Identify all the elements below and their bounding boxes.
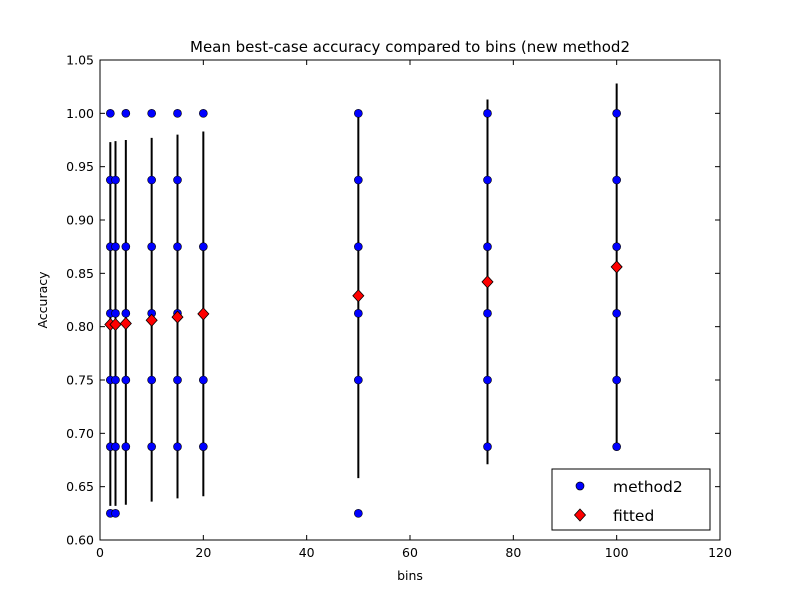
data-point-fitted — [145, 313, 158, 327]
data-point-fitted — [197, 307, 210, 321]
data-point-method2 — [111, 242, 120, 251]
data-point-method2 — [199, 442, 208, 451]
legend-method2-marker — [575, 481, 585, 491]
data-point-method2 — [121, 242, 131, 251]
data-point-method2 — [111, 175, 120, 185]
data-point-method2 — [199, 242, 208, 251]
data-point-fitted — [352, 289, 365, 303]
data-point-method2 — [612, 375, 621, 385]
x-tick-label: 40 — [299, 545, 315, 560]
x-tick-label: 60 — [402, 545, 418, 560]
data-point-method2 — [147, 442, 156, 451]
legend-box — [551, 468, 711, 531]
data-point-method2 — [483, 375, 492, 385]
data-point-method2 — [173, 109, 182, 118]
data-point-method2 — [121, 109, 131, 118]
x-tick-label: 120 — [708, 545, 732, 560]
data-point-method2 — [121, 442, 131, 451]
data-point-method2 — [199, 375, 208, 385]
data-point-method2 — [354, 175, 363, 185]
y-tick-label: 0.60 — [66, 533, 94, 548]
data-point-method2 — [612, 442, 621, 451]
data-point-method2 — [111, 442, 120, 451]
x-tick-label: 80 — [505, 545, 521, 560]
chart-title: Mean best-case accuracy compared to bins… — [190, 38, 630, 56]
x-tick-label: 0 — [96, 545, 104, 560]
y-tick-label: 0.80 — [66, 319, 94, 334]
x-tick-label: 20 — [195, 545, 211, 560]
axis-ticks: 0 20 40 60 80 100 120 0.60 0.65 0.70 0.75 0.80 0.85 0… — [66, 53, 732, 561]
data-point-method2 — [483, 309, 492, 318]
legend-method2-label: method2 — [613, 478, 683, 496]
data-point-method2 — [354, 309, 363, 318]
y-tick-label: 0.85 — [66, 266, 94, 281]
data-point-method2 — [173, 442, 182, 451]
y-axis-label: Accuracy — [35, 271, 50, 329]
data-point-method2 — [147, 109, 156, 118]
data-point-fitted — [109, 317, 122, 332]
data-point-fitted — [119, 316, 132, 331]
data-point-method2 — [121, 309, 131, 318]
data-point-method2 — [199, 109, 208, 118]
data-point-method2 — [173, 375, 182, 385]
data-point-method2 — [111, 309, 120, 318]
data-point-method2 — [354, 242, 363, 251]
y-tick-label: 0.65 — [66, 479, 94, 494]
y-tick-label: 0.70 — [66, 426, 94, 441]
y-tick-label: 0.90 — [66, 213, 94, 228]
data-point-method2 — [147, 175, 156, 185]
data-point-method2 — [612, 309, 621, 318]
data-point-fitted — [610, 260, 623, 274]
data-point-method2 — [612, 242, 621, 251]
y-tick-label: 0.75 — [66, 373, 94, 388]
data-point-method2 — [354, 109, 363, 118]
data-point-method2 — [121, 375, 131, 385]
data-point-method2 — [354, 375, 363, 385]
x-axis-label: bins — [397, 568, 423, 583]
data-point-fitted — [171, 310, 184, 324]
x-tick-label: 100 — [605, 545, 629, 560]
data-point-method2 — [173, 242, 182, 251]
y-tick-label: 1.00 — [66, 106, 94, 121]
data-point-method2 — [173, 175, 182, 185]
data-point-fitted — [481, 275, 494, 289]
data-point-method2 — [106, 109, 115, 118]
data-point-method2 — [612, 175, 621, 185]
y-tick-label: 0.95 — [66, 159, 94, 174]
data-point-method2 — [147, 242, 156, 251]
y-tick-label: 1.05 — [66, 53, 94, 68]
data-point-method2 — [483, 109, 492, 118]
data-point-method2 — [111, 375, 120, 385]
data-point-method2 — [483, 442, 492, 451]
legend: method2 fitted — [551, 468, 711, 531]
data-point-method2 — [612, 109, 621, 118]
data-point-method2 — [354, 509, 363, 518]
data-point-method2 — [147, 375, 156, 385]
legend-fitted-marker — [573, 508, 587, 522]
plot-marks — [104, 83, 623, 518]
data-point-method2 — [483, 242, 492, 251]
data-point-method2 — [111, 509, 120, 518]
data-point-method2 — [483, 175, 492, 185]
legend-fitted-label: fitted — [613, 507, 654, 525]
